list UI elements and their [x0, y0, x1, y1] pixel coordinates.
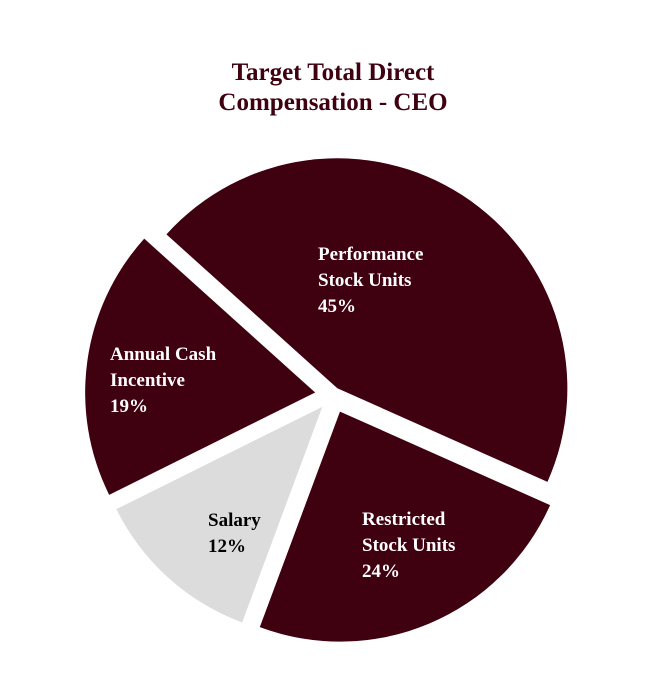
slice-annual-cash-incentive — [85, 238, 316, 495]
chart-title-line-2: Compensation - CEO — [218, 89, 448, 116]
slice-value-aci: 19% — [110, 396, 148, 417]
slice-label-restricted-stock-units: Restricted Stock Units 24% — [362, 507, 455, 585]
slice-salary — [116, 406, 323, 623]
slice-label-performance-line-2: Stock Units — [318, 270, 412, 291]
slice-label-salary: Salary 12% — [208, 508, 261, 560]
slice-restricted-stock-units — [259, 411, 551, 642]
slice-performance-stock-units — [166, 158, 568, 482]
slice-label-performance-stock-units: Performance Stock Units 45% — [318, 242, 424, 320]
slice-label-salary-line-1: Salary — [208, 510, 261, 531]
slice-label-aci-line-2: Incentive — [110, 370, 185, 391]
slice-value-restricted: 24% — [362, 561, 400, 582]
chart-title: Target Total Direct Compensation - CEO — [0, 58, 666, 118]
slice-label-aci-line-1: Annual Cash — [110, 344, 217, 365]
chart-title-line-1: Target Total Direct — [231, 59, 435, 86]
slice-label-annual-cash-incentive: Annual Cash Incentive 19% — [110, 342, 216, 420]
slice-label-performance-line-1: Performance — [318, 244, 424, 265]
slice-value-performance: 45% — [318, 296, 356, 317]
slice-label-restricted-line-1: Restricted — [362, 509, 446, 530]
slice-label-restricted-line-2: Stock Units — [362, 535, 456, 556]
slice-value-salary: 12% — [208, 536, 246, 557]
